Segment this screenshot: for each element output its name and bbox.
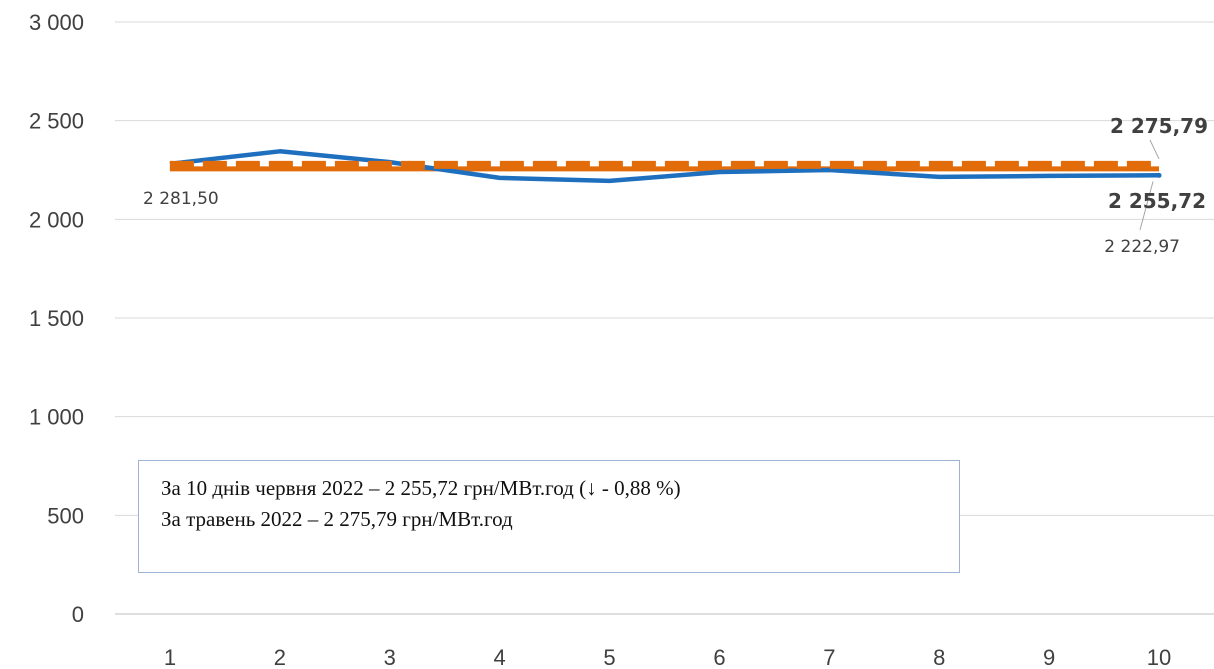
x-axis: 1 2 3 4 5 6 7 8 9 10 [164, 645, 1171, 669]
x-tick-label: 3 [384, 645, 396, 669]
leader-line-daily [1139, 181, 1154, 231]
data-label-june-average: 2 255,72 [1108, 189, 1206, 213]
leader-line-may [1149, 139, 1160, 160]
data-label-may-average: 2 275,79 [1110, 114, 1208, 138]
x-tick-label: 6 [713, 645, 725, 669]
x-tick-label: 8 [933, 645, 945, 669]
series-group [169, 149, 1162, 184]
y-tick-label: 3 000 [29, 10, 84, 35]
annotation-line-may: За травень 2022 – 2 275,79 грн/МВт.год [161, 507, 513, 531]
data-label-daily-first: 2 281,50 [143, 189, 219, 209]
annotation-line-june: За 10 днів червня 2022 – 2 255,72 грн/МВ… [161, 476, 681, 500]
x-tick-label: 5 [603, 645, 615, 669]
y-tick-label: 1 500 [29, 306, 84, 331]
y-tick-label: 500 [47, 503, 84, 528]
data-label-daily-last: 2 222,97 [1104, 237, 1180, 257]
x-tick-label: 10 [1147, 645, 1171, 669]
series-line-daily [169, 149, 1160, 184]
annotation-box: За 10 днів червня 2022 – 2 255,72 грн/МВ… [138, 460, 960, 573]
x-tick-label: 7 [823, 645, 835, 669]
data-labels: 2 281,50 2 275,79 2 255,72 2 222,97 [143, 114, 1208, 257]
data-point [1156, 172, 1162, 178]
x-tick-label: 1 [164, 645, 176, 669]
y-tick-label: 2 500 [29, 109, 84, 134]
y-tick-label: 2 000 [29, 207, 84, 232]
y-tick-label: 1 000 [29, 405, 84, 430]
x-tick-label: 2 [274, 645, 286, 669]
x-tick-label: 9 [1043, 645, 1055, 669]
y-tick-label: 0 [72, 602, 84, 627]
y-axis: 0 500 1 000 1 500 2 000 2 500 3 000 [29, 10, 84, 627]
x-tick-label: 4 [494, 645, 506, 669]
